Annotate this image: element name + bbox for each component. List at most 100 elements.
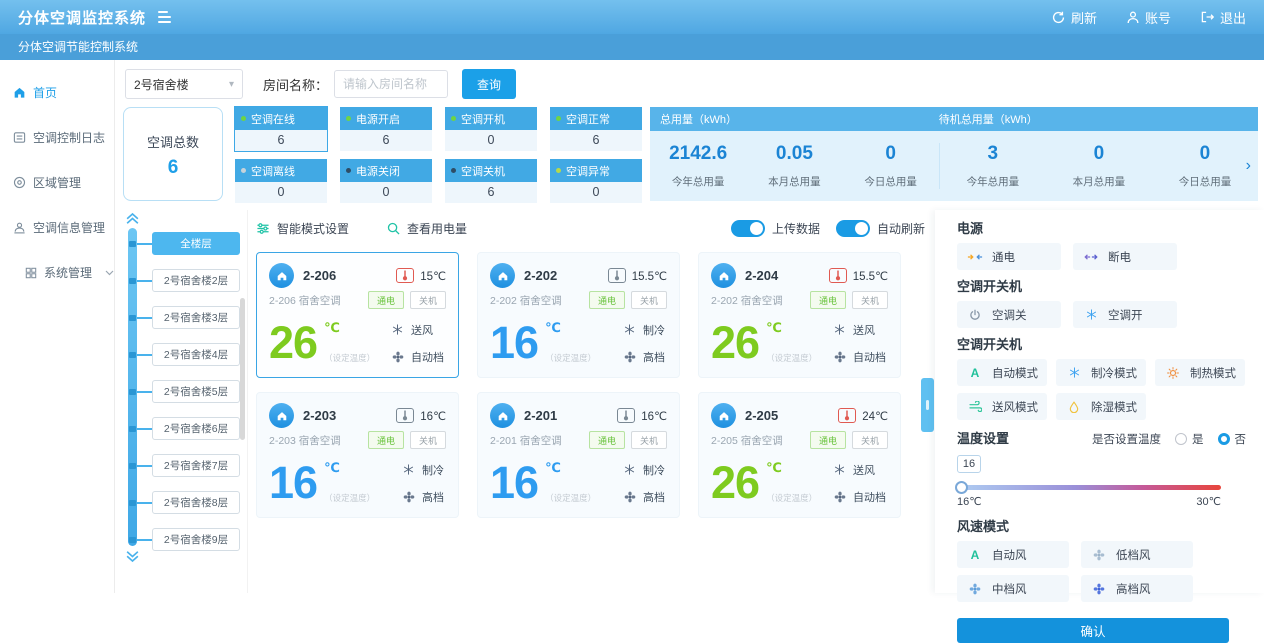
env-temp: 24℃: [862, 410, 888, 423]
stat-card-4[interactable]: 空调离线 0: [235, 159, 327, 203]
tree-connector: [137, 465, 152, 467]
tree-item-2[interactable]: 2号宿舍楼3层: [152, 306, 240, 329]
logout-button[interactable]: 退出: [1201, 8, 1246, 27]
confirm-button[interactable]: 确认: [957, 618, 1229, 643]
usage-standby-title: 待机总用量（kWh）: [938, 114, 1038, 126]
menu-icon[interactable]: [158, 11, 172, 23]
power-status-badge: 通电: [809, 291, 846, 309]
stat-card-6[interactable]: 空调关机 6: [445, 159, 537, 203]
search-button[interactable]: 查询: [462, 69, 517, 99]
toggle-switch-1[interactable]: [835, 220, 870, 237]
room-card-2-205[interactable]: 2-205 24℃ 2-205 宿舍空调 通电 关机 26 ℃ （设定温度） 送…: [698, 392, 901, 518]
usage-header: 总用量（kWh） 待机总用量（kWh）: [650, 107, 1258, 131]
mode-indicator: 送风: [833, 462, 886, 478]
sidebar-item-3[interactable]: 空调信息管理: [0, 205, 114, 250]
home-icon: [711, 263, 736, 288]
fan-button-3[interactable]: 高档风: [1081, 575, 1193, 602]
building-select[interactable]: 2号宿舍楼 ▾: [125, 69, 243, 99]
stat-card-0[interactable]: 空调在线 6: [235, 107, 327, 151]
stat-cards: 空调在线 6 电源开启 6 空调开机 0 空调正常 6 空调离线 0 电源关闭 …: [235, 107, 642, 203]
sidebar: 首页 空调控制日志 区域管理 空调信息管理 系统管理: [0, 60, 115, 593]
sidebar-item-2[interactable]: 区域管理: [0, 160, 114, 205]
radio-no[interactable]: 否: [1217, 431, 1246, 447]
mode-button-4[interactable]: 除湿模式: [1056, 393, 1146, 420]
power-status-badge: 通电: [367, 431, 404, 449]
set-temp-label: （设定温度）: [766, 493, 818, 503]
tree-node-dot: [129, 352, 136, 358]
sidebar-item-0[interactable]: 首页: [0, 70, 114, 115]
fan-button-1[interactable]: 低档风: [1081, 541, 1193, 568]
tree-item-8[interactable]: 2号宿舍楼9层: [152, 528, 240, 551]
set-temperature: 26: [711, 457, 760, 508]
sidebar-item-4[interactable]: 系统管理: [0, 250, 114, 295]
switch-button-0[interactable]: 空调关: [957, 301, 1061, 328]
stat-card-7[interactable]: 空调异常 0: [550, 159, 642, 203]
chevron-right-icon[interactable]: ›: [1245, 157, 1251, 174]
tree-item-5[interactable]: 2号宿舍楼6层: [152, 417, 240, 440]
snowflake-icon: [1083, 309, 1099, 320]
tree-item-1[interactable]: 2号宿舍楼2层: [152, 269, 240, 292]
smart-mode-button[interactable]: 智能模式设置: [256, 220, 349, 237]
fan-indicator: 高档: [623, 349, 665, 365]
tree-item-4[interactable]: 2号宿舍楼5层: [152, 380, 240, 403]
snowflake-icon: [833, 464, 846, 475]
stats-row: 空调总数 6 空调在线 6 电源开启 6 空调开机 0 空调正常 6 空调离线 …: [123, 105, 1258, 203]
env-temp: 16℃: [420, 410, 446, 423]
tree-scrollbar[interactable]: [240, 298, 245, 440]
sidebar-item-1[interactable]: 空调控制日志: [0, 115, 114, 160]
stat-card-5[interactable]: 电源关闭 0: [340, 159, 432, 203]
tree-scroll-down-icon[interactable]: [125, 550, 140, 563]
tree-node-dot: [129, 537, 136, 543]
set-temp-question: 是否设置温度: [1092, 434, 1161, 446]
panel-collapse-handle[interactable]: [921, 378, 934, 432]
chevron-down-icon: [105, 270, 114, 276]
mode-button-3[interactable]: 送风模式: [957, 393, 1047, 420]
snowflake-icon: [623, 464, 636, 475]
tree-scroll-up-icon[interactable]: [125, 212, 140, 225]
slider-handle[interactable]: [955, 481, 968, 494]
tree-item-3[interactable]: 2号宿舍楼4层: [152, 343, 240, 366]
tree-item-0[interactable]: 全楼层: [152, 232, 240, 255]
radio-yes[interactable]: 是: [1175, 431, 1204, 447]
view-power-button[interactable]: 查看用电量: [387, 220, 467, 237]
app-title: 分体空调监控系统: [18, 9, 147, 27]
power-button-0[interactable]: 通电: [957, 243, 1061, 270]
usage-stat: 2142.6 今年总用量: [669, 143, 728, 188]
power-button-1[interactable]: 断电: [1073, 243, 1177, 270]
room-card-2-203[interactable]: 2-203 16℃ 2-203 宿舍空调 通电 关机 16 ℃ （设定温度） 制…: [256, 392, 459, 518]
switch-button-1[interactable]: 空调开: [1073, 301, 1177, 328]
fan-indicator: 高档: [402, 489, 444, 505]
mode-button-0[interactable]: A 自动模式: [957, 359, 1047, 386]
disconnect-icon: [1083, 252, 1099, 262]
search-icon: [387, 222, 400, 235]
home-icon: [269, 403, 294, 428]
room-card-2-202[interactable]: 2-202 15.5℃ 2-202 宿舍空调 通电 关机 16 ℃ （设定温度）…: [477, 252, 680, 378]
room-card-2-206[interactable]: 2-206 15℃ 2-206 宿舍空调 通电 关机 26 ℃ （设定温度） 送…: [256, 252, 459, 378]
env-temp: 15℃: [420, 270, 446, 283]
account-button[interactable]: 账号: [1127, 8, 1171, 27]
room-name-input[interactable]: [334, 70, 449, 98]
slider-track: [957, 485, 1221, 490]
stat-card-1[interactable]: 电源开启 6: [340, 107, 432, 151]
tree-item-6[interactable]: 2号宿舍楼7层: [152, 454, 240, 477]
thermometer-icon: [607, 268, 626, 283]
room-card-2-204[interactable]: 2-204 15.5℃ 2-202 宿舍空调 通电 关机 26 ℃ （设定温度）…: [698, 252, 901, 378]
tree-item-7[interactable]: 2号宿舍楼8层: [152, 491, 240, 514]
temperature-input[interactable]: [957, 455, 981, 473]
stat-card-2[interactable]: 空调开机 0: [445, 107, 537, 151]
temperature-section-title: 温度设置: [957, 431, 1010, 446]
fan-button-2[interactable]: 中档风: [957, 575, 1069, 602]
toggles: 上传数据 自动刷新: [730, 220, 925, 237]
toggle-switch-0[interactable]: [730, 220, 765, 237]
mode-button-2[interactable]: 制热模式: [1155, 359, 1245, 386]
room-card-2-201[interactable]: 2-201 16℃ 2-201 宿舍空调 通电 关机 16 ℃ （设定温度） 制…: [477, 392, 680, 518]
mode-button-1[interactable]: 制冷模式: [1056, 359, 1146, 386]
fan-button-0[interactable]: A 自动风: [957, 541, 1069, 568]
temperature-slider[interactable]: [955, 481, 1221, 494]
fan-icon: [833, 351, 846, 363]
refresh-button[interactable]: 刷新: [1052, 8, 1097, 27]
refresh-icon: [1052, 11, 1065, 24]
usage-panel: 总用量（kWh） 待机总用量（kWh） 2142.6 今年总用量 0.05 本月…: [650, 107, 1258, 201]
mode-indicator: 制冷: [623, 462, 665, 478]
stat-card-3[interactable]: 空调正常 6: [550, 107, 642, 151]
